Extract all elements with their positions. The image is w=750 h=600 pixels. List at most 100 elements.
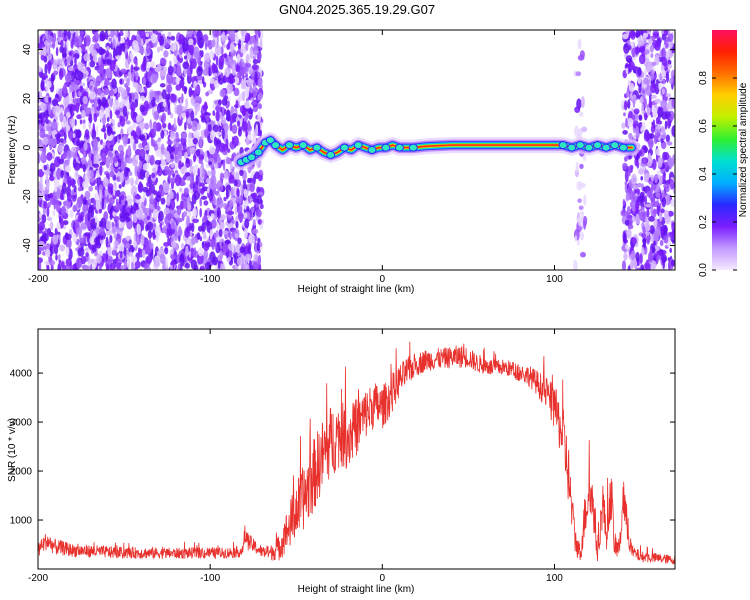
noise-blob	[117, 158, 122, 168]
noise-blob	[249, 79, 254, 84]
noise-blob	[77, 214, 84, 223]
noise-blob	[202, 230, 207, 240]
noise-blob	[249, 181, 255, 193]
noise-blob	[149, 61, 156, 68]
noise-blob	[57, 234, 60, 240]
noise-blob	[103, 88, 110, 96]
noise-blob	[96, 253, 102, 264]
noise-blob	[199, 267, 204, 270]
noise-blob	[229, 174, 235, 184]
noise-blob	[648, 133, 655, 140]
noise-blob	[641, 103, 644, 115]
noise-blob	[243, 78, 247, 90]
colorbar-ticks: 0.0 0.2 0.4 0.6 0.8	[698, 71, 737, 277]
noise-blob	[630, 259, 638, 268]
noise-blob	[221, 128, 225, 140]
noise-blob	[160, 58, 167, 66]
noise-blob	[67, 66, 74, 72]
noise-blob	[167, 110, 172, 116]
noise-blob	[52, 209, 56, 216]
noise-blob	[201, 76, 205, 85]
noise-blob	[580, 211, 584, 223]
noise-blob	[184, 55, 188, 60]
noise-blob	[134, 165, 139, 177]
noise-blob	[191, 120, 199, 132]
noise-blob	[577, 38, 582, 50]
noise-blob	[646, 106, 651, 117]
noise-blob	[237, 212, 244, 221]
noise-blob	[91, 49, 98, 57]
noise-blob	[157, 46, 161, 53]
noise-blob	[212, 30, 219, 38]
noise-blob	[662, 258, 665, 270]
noise-blob	[633, 108, 640, 115]
noise-blob	[157, 103, 162, 114]
noise-blob	[220, 116, 227, 125]
noise-blob	[243, 227, 248, 239]
noise-blob	[138, 181, 143, 192]
noise-blob	[63, 132, 67, 141]
noise-blob	[170, 35, 176, 41]
noise-blob	[623, 43, 630, 54]
noise-blob	[94, 193, 99, 201]
noise-blob	[66, 39, 69, 49]
noise-blob	[57, 263, 62, 270]
noise-blob	[109, 235, 113, 243]
noise-blob	[657, 156, 663, 168]
noise-blob	[225, 189, 229, 200]
noise-blob	[71, 71, 76, 83]
noise-blob	[625, 55, 633, 63]
noise-blob	[175, 65, 182, 77]
x-tick-label: 0	[380, 573, 386, 584]
noise-blob	[44, 118, 49, 124]
noise-blob	[144, 144, 150, 151]
noise-blob	[136, 223, 141, 236]
noise-blob	[100, 217, 107, 230]
noise-blob	[169, 186, 172, 196]
noise-blob	[656, 131, 660, 138]
noise-blob	[76, 139, 80, 147]
noise-blob	[152, 228, 156, 240]
noise-blob	[661, 196, 667, 208]
noise-blob	[48, 104, 51, 116]
noise-blob	[127, 145, 132, 157]
noise-blob	[56, 221, 61, 232]
noise-blob	[134, 260, 141, 269]
noise-blob	[41, 116, 45, 127]
noise-blob	[87, 198, 92, 205]
noise-blob	[635, 251, 640, 262]
noise-blob	[80, 109, 86, 119]
noise-blob	[175, 138, 182, 143]
noise-blob	[231, 136, 235, 146]
noise-blob	[249, 85, 253, 94]
ridge-point	[408, 143, 418, 152]
noise-blob	[637, 150, 643, 156]
noise-blob	[216, 198, 224, 209]
spectrogram-xlabel: Height of straight line (km)	[298, 284, 415, 295]
noise-blob	[59, 192, 64, 201]
noise-blob	[624, 170, 629, 182]
noise-blob	[219, 250, 223, 261]
noise-blob	[239, 52, 244, 58]
noise-blob	[105, 156, 111, 169]
noise-blob	[253, 253, 259, 262]
noise-blob	[159, 69, 167, 77]
noise-blob	[63, 220, 69, 226]
noise-blob	[667, 59, 672, 65]
noise-blob	[577, 198, 582, 203]
noise-blob	[165, 257, 168, 269]
noise-blob	[97, 68, 101, 74]
noise-blob	[72, 158, 77, 169]
noise-blob	[132, 213, 138, 223]
noise-blob	[137, 247, 141, 254]
noise-blob	[623, 232, 627, 244]
noise-blob	[59, 112, 64, 123]
noise-blob	[60, 205, 67, 216]
noise-blob	[665, 42, 669, 48]
noise-blob	[70, 117, 76, 128]
noise-blob	[256, 51, 262, 61]
ridge-point	[584, 143, 594, 152]
noise-blob	[41, 213, 47, 224]
noise-blob	[120, 265, 126, 270]
noise-blob	[184, 227, 191, 239]
